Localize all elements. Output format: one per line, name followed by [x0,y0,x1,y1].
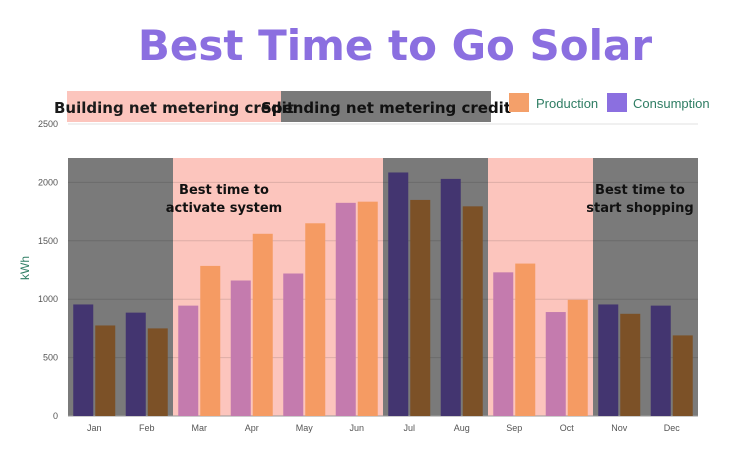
bar-consumption-nov [598,304,619,416]
header-band-building [67,91,281,122]
header-band-spending [281,91,491,122]
x-tick-label: Nov [611,423,628,433]
bar-production-feb [147,328,168,416]
x-tick-label: Dec [664,423,681,433]
y-axis-ticks: 0 500 1000 1500 2000 2500 [38,119,58,421]
annotation-text: Best time to [595,183,685,198]
legend-label-production: Production [536,96,598,111]
header-band-spending-label: Spending net metering credit [261,99,511,117]
bar-consumption-mar [178,305,199,416]
header-bands: Building net metering credit Spending ne… [54,91,511,122]
annotation-text: activate system [166,201,282,216]
bar-consumption-dec [650,305,671,416]
bar-consumption-jul [388,172,409,416]
legend: Production Consumption [509,93,710,112]
x-tick-label: Mar [192,423,208,433]
x-tick-label: Jun [349,423,364,433]
bar-consumption-feb [125,312,146,416]
x-tick-label: Aug [454,423,470,433]
x-tick-label: Feb [139,423,155,433]
y-tick-label: 0 [53,411,58,421]
bar-consumption-jun [335,202,356,416]
x-tick-label: Oct [560,423,575,433]
bar-production-dec [672,335,693,416]
y-tick-label: 2000 [38,177,58,187]
y-tick-label: 1500 [38,236,58,246]
bar-consumption-oct [545,312,566,416]
bar-production-aug [462,206,483,416]
y-axis-label: kWh [18,256,32,280]
bar-production-jun [357,201,378,416]
annotations: Best time to activate system Best time to s… [166,183,694,216]
x-tick-label: Sep [506,423,522,433]
x-axis-ticks: Jan Feb Mar Apr May Jun Jul Aug Sep Oct Nov Dec [87,423,680,433]
bar-production-apr [252,233,273,416]
bar-production-oct [567,299,588,416]
bar-production-jul [410,199,431,416]
annotation-text: start shopping [586,201,693,216]
y-tick-label: 500 [43,353,58,363]
legend-swatch-production [509,93,529,112]
annotation-text: Best time to [179,183,269,198]
bar-production-nov [620,313,641,416]
bar-production-sep [515,263,536,416]
bar-production-jan [95,325,116,416]
x-tick-label: May [296,423,314,433]
x-tick-label: Jul [403,423,415,433]
x-tick-label: Jan [87,423,102,433]
legend-label-consumption: Consumption [633,96,710,111]
bar-production-mar [200,265,221,416]
bar-consumption-aug [440,178,461,416]
bar-consumption-may [283,273,304,416]
bar-production-may [305,223,326,416]
x-tick-label: Apr [245,423,259,433]
gridlines [68,123,698,417]
header-band-building-label: Building net metering credit [54,99,294,117]
legend-swatch-consumption [607,93,627,112]
chart-title: Best Time to Go Solar [138,21,652,70]
bars [73,172,693,416]
y-tick-label: 2500 [38,119,58,129]
y-tick-label: 1000 [38,294,58,304]
bar-consumption-sep [493,272,514,416]
bar-consumption-jan [73,304,94,416]
bar-consumption-apr [230,280,251,416]
